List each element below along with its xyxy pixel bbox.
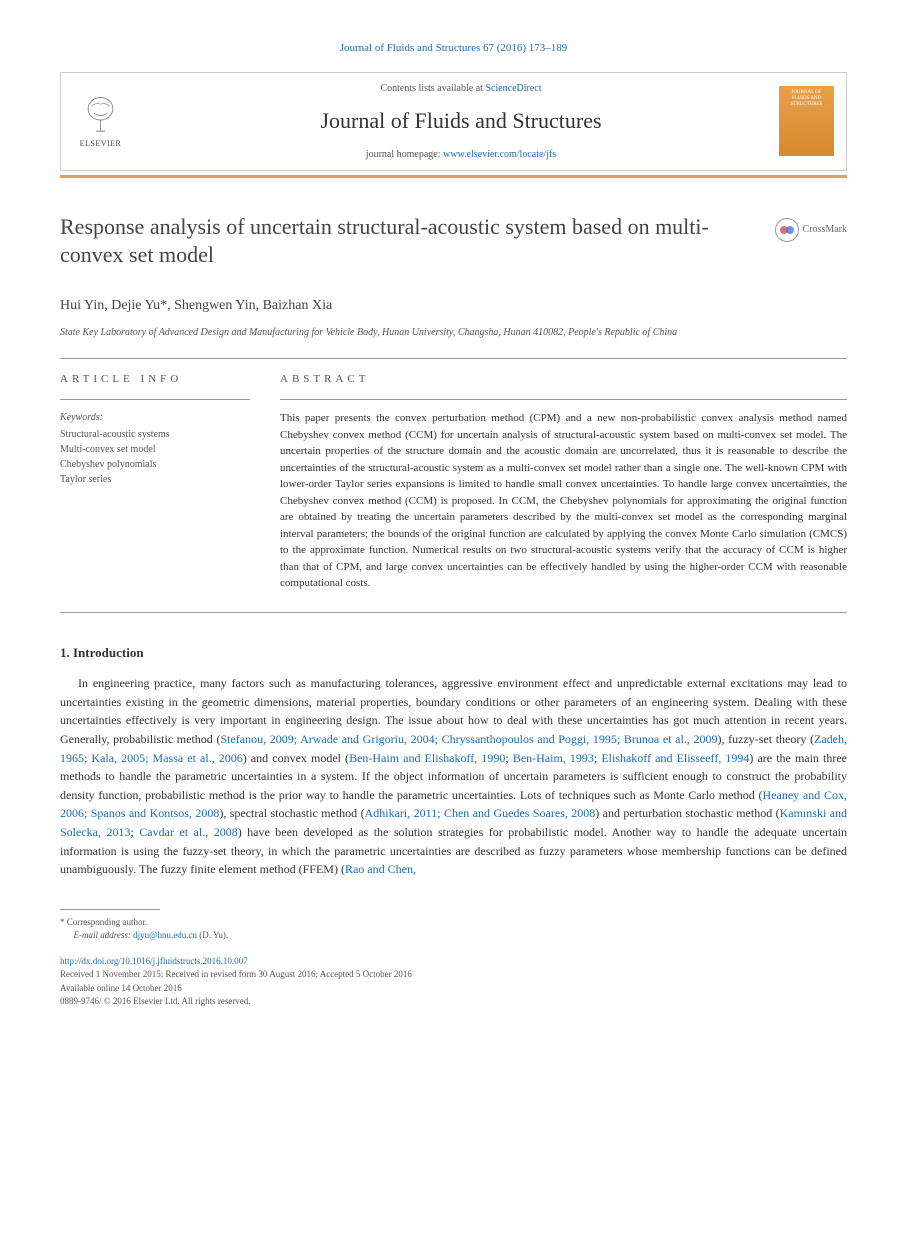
author-email-link[interactable]: djyu@hnu.edu.cn — [133, 930, 197, 940]
contents-available: Contents lists available at ScienceDirec… — [143, 81, 779, 96]
abstract-column: ABSTRACT This paper presents the convex … — [280, 371, 847, 592]
citation-link[interactable]: Cavdar et al., 2008 — [139, 825, 237, 839]
email-label: E-mail address: — [74, 930, 134, 940]
intro-text-span: ; — [505, 751, 512, 765]
keyword-item: Multi-convex set model — [60, 442, 250, 457]
intro-text-span: ), fuzzy-set theory ( — [717, 732, 814, 746]
homepage-prefix: journal homepage: — [366, 149, 443, 160]
crossmark-label: CrossMark — [803, 222, 847, 237]
header-citation: Journal of Fluids and Structures 67 (201… — [60, 40, 847, 57]
doi-block: http://dx.doi.org/10.1016/j.jfluidstruct… — [60, 955, 847, 1009]
journal-header-center: Contents lists available at ScienceDirec… — [143, 81, 779, 162]
introduction-paragraph: In engineering practice, many factors su… — [60, 674, 847, 879]
info-abstract-row: ARTICLE INFO Keywords: Structural-acoust… — [60, 371, 847, 592]
citation-link[interactable]: Ben-Haim, 1993 — [513, 751, 594, 765]
abstract-text: This paper presents the convex perturbat… — [280, 410, 847, 592]
intro-text-span: ), spectral stochastic method ( — [219, 806, 364, 820]
divider — [60, 612, 847, 613]
sciencedirect-link[interactable]: ScienceDirect — [485, 83, 541, 94]
affiliation: State Key Laboratory of Advanced Design … — [60, 326, 847, 340]
journal-homepage: journal homepage: www.elsevier.com/locat… — [143, 147, 779, 162]
crossmark-icon — [775, 218, 799, 242]
citation-link[interactable]: Rao and Chen, — [345, 862, 416, 876]
keyword-item: Taylor series — [60, 472, 250, 487]
citation-link[interactable]: Ben-Haim and Elishakoff, 1990 — [349, 751, 505, 765]
article-title: Response analysis of uncertain structura… — [60, 213, 847, 270]
corresponding-author-note: * Corresponding author. E-mail address: … — [60, 916, 847, 943]
citation-link[interactable]: Stefanou, 2009; Arwade and Grigoriu, 200… — [220, 732, 717, 746]
intro-text-span: ) and perturbation stochastic method ( — [595, 806, 779, 820]
keyword-item: Chebyshev polynomials — [60, 457, 250, 472]
article-header: Response analysis of uncertain structura… — [60, 213, 847, 270]
keyword-item: Structural-acoustic systems — [60, 427, 250, 442]
available-online: Available online 14 October 2016 — [60, 983, 182, 993]
corr-label: * Corresponding author. — [60, 917, 147, 927]
cover-text: JOURNAL OF FLUIDS AND STRUCTURES — [783, 90, 830, 108]
homepage-link[interactable]: www.elsevier.com/locate/jfs — [443, 149, 556, 160]
elsevier-tree-icon — [78, 93, 123, 138]
journal-cover-thumbnail: JOURNAL OF FLUIDS AND STRUCTURES — [779, 86, 834, 156]
email-suffix: (D. Yu). — [197, 930, 228, 940]
journal-name: Journal of Fluids and Structures — [143, 104, 779, 137]
divider — [60, 358, 847, 359]
divider — [60, 399, 250, 400]
divider — [280, 399, 847, 400]
copyright-line: 0889-9746/ © 2016 Elsevier Ltd. All righ… — [60, 996, 251, 1006]
crossmark-badge[interactable]: CrossMark — [775, 218, 847, 242]
elsevier-logo: ELSEVIER — [73, 91, 128, 151]
elsevier-label: ELSEVIER — [80, 138, 122, 150]
intro-text-span: ) and convex model ( — [243, 751, 349, 765]
doi-link[interactable]: http://dx.doi.org/10.1016/j.jfluidstruct… — [60, 956, 248, 966]
article-info-label: ARTICLE INFO — [60, 371, 250, 388]
abstract-label: ABSTRACT — [280, 371, 847, 388]
journal-header: ELSEVIER Contents lists available at Sci… — [60, 72, 847, 171]
footnote-divider — [60, 909, 160, 910]
accent-bar — [60, 175, 847, 178]
citation-link[interactable]: Elishakoff and Elisseeff, 1994 — [601, 751, 749, 765]
received-dates: Received 1 November 2015; Received in re… — [60, 969, 412, 979]
author-list: Hui Yin, Dejie Yu*, Shengwen Yin, Baizha… — [60, 295, 847, 316]
intro-text-span: ; — [130, 825, 139, 839]
article-info-column: ARTICLE INFO Keywords: Structural-acoust… — [60, 371, 250, 592]
keywords-label: Keywords: — [60, 410, 250, 425]
citation-link[interactable]: Adhikari, 2011; Chen and Guedes Soares, … — [365, 806, 596, 820]
contents-prefix: Contents lists available at — [380, 83, 485, 94]
introduction-heading: 1. Introduction — [60, 643, 847, 663]
